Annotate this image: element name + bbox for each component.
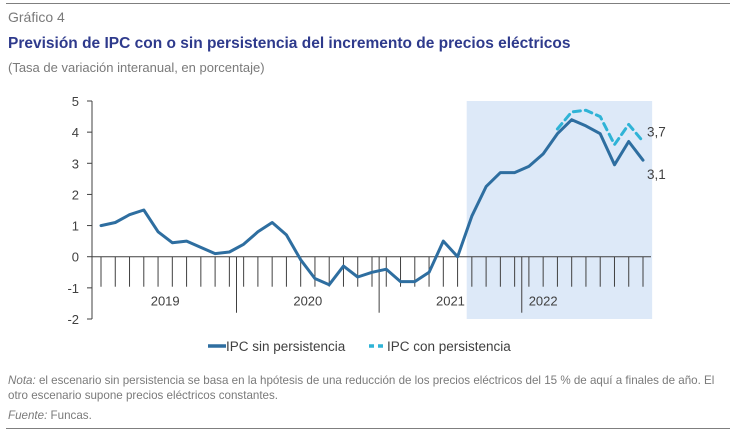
top-rule — [6, 3, 730, 4]
legend-label-con-persistencia: IPC con persistencia — [387, 339, 511, 354]
y-tick-label: -2 — [67, 312, 79, 327]
series-line-sin-persistencia — [99, 118, 645, 287]
figure-label: Gráfico 4 — [8, 9, 65, 25]
y-tick-label: 5 — [72, 94, 79, 109]
x-year-label: 2020 — [293, 294, 322, 309]
x-year-label: 2021 — [436, 294, 465, 309]
legend-label-sin-persistencia: IPC sin persistencia — [226, 339, 346, 354]
y-tick-label: 4 — [72, 125, 79, 140]
end-label-con-persistencia: 3,7 — [647, 124, 666, 139]
chart-subtitle: (Tasa de variación interanual, en porcen… — [8, 60, 265, 75]
y-tick-label: 2 — [72, 187, 79, 202]
bottom-rule — [6, 428, 730, 429]
forecast-shading — [466, 101, 653, 319]
source-text: Funcas. — [47, 409, 92, 422]
line-chart: 5 4 3 2 1 0 -1 -2 2019 2020 2021 2022 3,7 3,1 IPC si… — [67, 94, 666, 354]
series-line-con-persistencia — [555, 108, 645, 147]
y-tick-label: 1 — [72, 219, 79, 234]
source-prefix: Fuente: — [8, 409, 48, 422]
x-year-label: 2019 — [151, 294, 180, 309]
x-year-label: 2022 — [529, 294, 558, 309]
end-label-sin-persistencia: 3,1 — [647, 167, 666, 182]
y-tick-label: -1 — [67, 281, 79, 296]
y-tick-label: 0 — [72, 250, 79, 265]
y-tick-label: 3 — [72, 156, 79, 171]
note-prefix: Nota: — [8, 374, 36, 387]
chart-title: Previsión de IPC con o sin persistencia … — [8, 35, 571, 52]
chart-note: Nota: el escenario sin persistencia se b… — [8, 374, 732, 403]
note-text: el escenario sin persistencia se basa en… — [8, 374, 715, 402]
chart-source: Fuente: Funcas. — [8, 409, 92, 422]
